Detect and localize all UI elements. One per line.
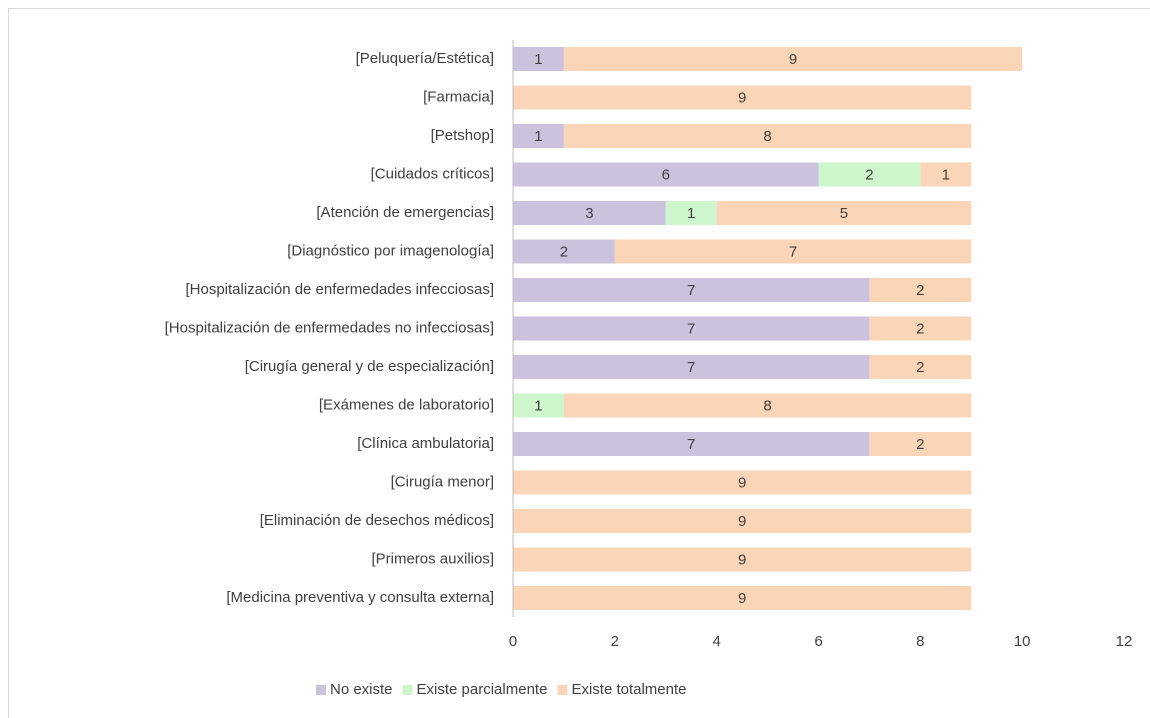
data-label: 2: [916, 320, 924, 337]
legend-label: Existe totalmente: [571, 681, 686, 698]
bar-segment: [513, 278, 870, 302]
bar-segment: [513, 355, 870, 379]
y-tick-label: [Hospitalización de enfermedades infecci…: [185, 281, 494, 298]
data-label: 1: [534, 128, 542, 145]
data-label: 8: [763, 128, 771, 145]
bar-segment: [513, 239, 615, 264]
data-label: 9: [789, 51, 797, 68]
bar-segment: [920, 162, 972, 187]
bar-segment: [869, 432, 972, 456]
data-label: 8: [763, 397, 771, 414]
bar-segment: [513, 47, 564, 71]
bar-segment: [513, 85, 972, 110]
data-label: 2: [916, 282, 924, 299]
legend-label: Existe parcialmente: [417, 681, 548, 698]
y-tick-label: [Atención de emergencias]: [316, 204, 494, 221]
data-label: 9: [738, 474, 746, 491]
data-label: 2: [916, 436, 924, 453]
bar-segment: [513, 162, 819, 187]
data-label: 9: [738, 89, 746, 106]
data-label: 1: [687, 205, 695, 222]
bar-segment: [563, 393, 972, 418]
data-label: 1: [534, 397, 542, 414]
bar-segment: [513, 316, 870, 341]
data-label: 7: [687, 436, 695, 453]
bar-segment: [563, 47, 1023, 71]
bar-segment: [869, 278, 972, 302]
y-tick-label: [Hospitalización de enfermedades no infe…: [165, 319, 494, 336]
data-label: 7: [687, 282, 695, 299]
y-tick-label: [Cuidados críticos]: [371, 165, 494, 182]
bar-segment: [513, 509, 972, 533]
data-label: 7: [687, 320, 695, 337]
data-label: 3: [585, 205, 593, 222]
data-label: 2: [916, 359, 924, 376]
y-tick-label: [Cirugía general y de especialización]: [245, 358, 494, 375]
data-label: 9: [738, 513, 746, 530]
x-tick-label: 8: [916, 633, 924, 650]
y-tick-label: [Exámenes de laboratorio]: [319, 396, 494, 413]
bar-segment: [513, 124, 564, 148]
bar-segment: [513, 586, 972, 610]
legend-label: No existe: [330, 681, 393, 698]
data-label: 1: [942, 166, 950, 183]
data-label: 5: [840, 205, 848, 222]
x-tick-label: 4: [712, 633, 720, 650]
legend-swatch: [316, 685, 326, 695]
bar-segment: [513, 201, 666, 225]
bar-segment: [818, 162, 921, 187]
data-label: 7: [789, 243, 797, 260]
y-tick-label: [Medicina preventiva y consulta externa]: [226, 589, 494, 606]
bar-segment: [563, 124, 972, 148]
data-label: 7: [687, 359, 695, 376]
data-label: 2: [865, 166, 873, 183]
bar-segment: [513, 470, 972, 495]
y-tick-label: [Petshop]: [431, 127, 494, 144]
x-tick-label: 10: [1014, 633, 1031, 650]
y-tick-label: [Farmacia]: [423, 88, 494, 105]
legend-swatch: [557, 685, 568, 695]
bar-segment: [513, 547, 972, 572]
bar-segment: [716, 201, 972, 225]
y-tick-label: [Primeros auxilios]: [371, 550, 494, 567]
data-label: 6: [662, 166, 670, 183]
x-tick-label: 6: [814, 633, 822, 650]
y-tick-label: [Diagnóstico por imagenología]: [287, 242, 494, 259]
data-label: 9: [738, 551, 746, 568]
y-tick-label: [Clínica ambulatoria]: [357, 435, 494, 452]
data-label: 2: [560, 243, 568, 260]
data-label: 9: [738, 590, 746, 607]
bar-segment: [614, 239, 972, 264]
bar-segment: [665, 201, 717, 225]
x-tick-label: 2: [611, 633, 619, 650]
legend-swatch: [402, 685, 413, 695]
y-tick-label: [Peluquería/Estética]: [356, 50, 494, 67]
bar-segment: [869, 316, 972, 341]
x-tick-label: 0: [509, 633, 517, 650]
bar-segment: [513, 393, 564, 418]
y-tick-label: [Cirugía menor]: [391, 473, 494, 490]
bar-segment: [513, 432, 870, 456]
bar-segment: [869, 355, 972, 379]
y-tick-label: [Eliminación de desechos médicos]: [260, 512, 494, 529]
data-label: 1: [534, 51, 542, 68]
x-tick-label: 12: [1116, 633, 1133, 650]
